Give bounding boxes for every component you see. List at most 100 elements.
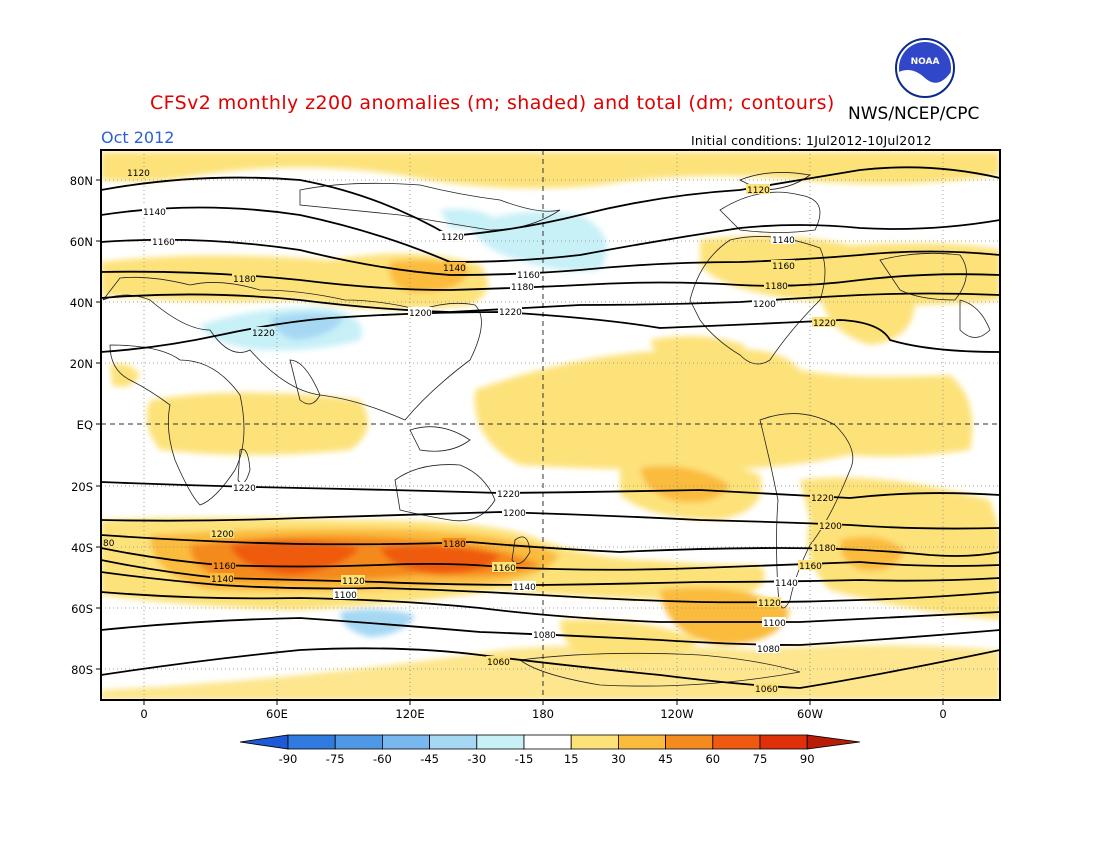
contour-1200-nh — [101, 292, 1000, 313]
colorbar-swatch — [712, 734, 761, 750]
contour-label-1100: 1100 — [334, 591, 357, 601]
colorbar-swatch — [239, 734, 289, 750]
contour-1120-sh — [101, 571, 1000, 604]
colorbar-label: 90 — [800, 752, 815, 766]
colorbar-swatch — [334, 734, 383, 750]
contour-label-1140: 1140 — [443, 264, 466, 274]
colorbar-label: -90 — [279, 752, 298, 766]
contour-label-1200: 1200 — [211, 530, 234, 540]
colorbar-label: 75 — [753, 752, 768, 766]
colorbar-swatch — [806, 734, 861, 750]
colorbar: -90 -75 -60 -45 -30 -15 15 30 45 60 75 90 — [239, 734, 861, 766]
contour-label-1220: 1220 — [233, 484, 256, 494]
height-contours — [101, 166, 1000, 689]
contour-label-1080: 1080 — [533, 631, 556, 641]
contour-label-1060: 1060 — [755, 685, 778, 695]
contour-label-80: 80 — [103, 539, 115, 549]
contour-label-1140: 1140 — [211, 575, 234, 585]
lat-label: 40S — [71, 541, 93, 555]
colorbar-swatch — [618, 734, 667, 750]
contour-1100-sh — [101, 591, 1000, 623]
colorbar-label: 30 — [611, 752, 626, 766]
contour-label-1180: 1180 — [765, 282, 788, 292]
lon-label: 180 — [532, 707, 554, 721]
colorbar-swatch — [759, 734, 808, 750]
lat-label: 20N — [70, 357, 93, 371]
contour-label-1160: 1160 — [493, 564, 516, 574]
colorbar-label: -75 — [326, 752, 345, 766]
colorbar-label: -60 — [373, 752, 392, 766]
lon-label: 60E — [266, 707, 288, 721]
axis-ticks — [96, 179, 944, 705]
contour-label-1200: 1200 — [819, 522, 842, 532]
contour-label-1200: 1200 — [753, 300, 776, 310]
contour-label-1160: 1160 — [517, 271, 540, 281]
colorbar-swatch — [381, 734, 430, 750]
contour-label-1140: 1140 — [143, 208, 166, 218]
contour-label-1220: 1220 — [499, 308, 522, 318]
plot-frame — [100, 149, 1001, 701]
longitude-labels: 0 60E 120E 180 120W 60W 0 — [140, 707, 946, 721]
anomaly-shading — [101, 152, 1000, 700]
contour-label-1120: 1120 — [441, 233, 464, 243]
lon-label: 0 — [140, 707, 147, 721]
colorbar-label: -15 — [515, 752, 534, 766]
contour-label-1120: 1120 — [747, 186, 770, 196]
contour-label-1180: 1180 — [511, 283, 534, 293]
contour-1180-sh — [101, 534, 1000, 557]
contour-label-1200: 1200 — [503, 509, 526, 519]
colorbar-swatch — [570, 734, 619, 750]
colorbar-swatch — [665, 734, 714, 750]
contour-label-1220: 1220 — [497, 490, 520, 500]
contour-label-1060: 1060 — [487, 658, 510, 668]
contour-label-1100: 1100 — [763, 619, 786, 629]
contour-1220-sh — [101, 481, 1000, 499]
colorbar-label: -45 — [420, 752, 439, 766]
contour-label-1180: 1180 — [813, 544, 836, 554]
lon-label: 120E — [395, 707, 424, 721]
colorbar-swatch — [476, 734, 525, 750]
contour-label-1160: 1160 — [152, 238, 175, 248]
initial-conditions: Initial conditions: 1Jul2012-10Jul2012 — [691, 133, 932, 148]
colorbar-label: 60 — [705, 752, 720, 766]
colorbar-swatch — [523, 734, 572, 750]
contour-1060-sh — [101, 647, 1000, 689]
contour-1140-nh — [101, 206, 1000, 263]
lat-label: 60N — [70, 235, 93, 249]
contour-1180-nh — [101, 270, 1000, 291]
equator-dateline — [101, 150, 1000, 700]
contour-label-1120: 1120 — [758, 599, 781, 609]
noaa-logo-text: NOAA — [911, 57, 940, 67]
contour-label-1120: 1120 — [127, 169, 150, 179]
contour-label-1180: 1180 — [443, 540, 466, 550]
lat-label: 40N — [70, 296, 93, 310]
noaa-logo: NOAA — [895, 38, 955, 98]
contour-1220-nh — [101, 311, 1000, 353]
forecast-month: Oct 2012 — [101, 128, 175, 147]
contour-label-1220: 1220 — [813, 319, 836, 329]
contour-label-1080: 1080 — [757, 645, 780, 655]
contour-1160-nh — [101, 238, 1000, 276]
organization-label: NWS/NCEP/CPC — [848, 104, 980, 124]
contour-1200-sh — [101, 511, 1000, 530]
lat-label: EQ — [77, 418, 93, 432]
contour-label-1120: 1120 — [342, 577, 365, 587]
colorbar-label: 45 — [658, 752, 673, 766]
lat-label: 20S — [71, 480, 93, 494]
lat-label: 80S — [71, 663, 93, 677]
contour-label-1160: 1160 — [213, 562, 236, 572]
lon-label: 60W — [797, 707, 823, 721]
lat-label: 60S — [71, 602, 93, 616]
latitude-labels: 80N 60N 40N 20N EQ 20S 40S 60S 80S — [70, 174, 93, 677]
contour-label-1160: 1160 — [799, 562, 822, 572]
contour-label-1220: 1220 — [252, 329, 275, 339]
contour-label-1200: 1200 — [409, 309, 432, 319]
contour-labels: 1120 1140 1160 1180 1220 1120 1140 1160 … — [102, 167, 842, 695]
contour-label-1160: 1160 — [772, 262, 795, 272]
lat-label: 80N — [70, 174, 93, 188]
coastlines — [102, 172, 991, 687]
contour-label-1140: 1140 — [513, 583, 536, 593]
lon-label: 120W — [660, 707, 693, 721]
contour-label-1140: 1140 — [775, 579, 798, 589]
